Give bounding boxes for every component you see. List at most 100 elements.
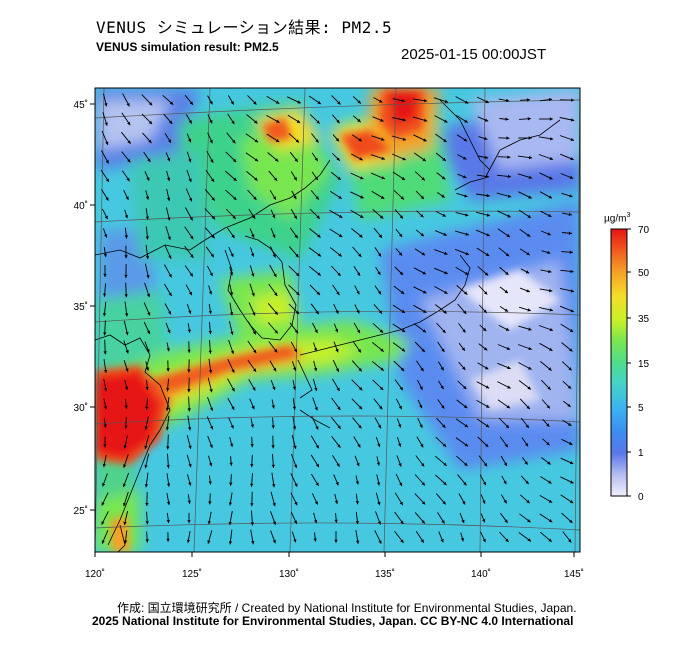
colorbar-tick-1: 1 xyxy=(638,448,644,459)
wind-arrow-head xyxy=(210,178,215,182)
wind-arrow-head xyxy=(419,424,423,428)
wind-arrow-head xyxy=(338,214,343,218)
wind-arrow-head xyxy=(189,217,193,221)
wind-arrow-head xyxy=(294,464,298,468)
wind-arrow-head xyxy=(316,291,320,295)
wind-arrow-head xyxy=(275,100,280,104)
wind-arrow-head xyxy=(271,464,275,468)
wind-arrow-head xyxy=(401,348,405,352)
wind-arrow-head xyxy=(144,426,148,430)
wind-arrow-head xyxy=(465,252,469,256)
wind-arrow-head xyxy=(124,313,129,317)
wind-arrow-head xyxy=(381,176,385,180)
wind-arrow-head xyxy=(187,408,191,412)
wind-arrow-head xyxy=(167,236,171,240)
lon-tick-140: 140˚ xyxy=(471,568,491,580)
wind-arrow-head xyxy=(231,234,235,239)
colorbar-unit: µg/m3 xyxy=(604,212,631,225)
wind-arrow-head xyxy=(101,502,105,506)
wind-arrow-head xyxy=(464,119,468,123)
wind-arrow-head xyxy=(187,349,191,353)
wind-arrow-head xyxy=(528,155,533,160)
wind-arrow-head xyxy=(398,252,403,256)
wind-arrow-head xyxy=(420,443,424,448)
wind-arrow-head xyxy=(232,139,236,144)
wind-arrow-head xyxy=(443,232,447,236)
wind-arrow-head xyxy=(211,197,215,201)
wind-arrow-head xyxy=(464,100,469,104)
wind-arrow-head xyxy=(336,291,340,296)
wind-arrow-head xyxy=(463,138,467,142)
wind-arrow-head xyxy=(186,539,191,543)
wind-arrow-head xyxy=(399,271,404,275)
wind-arrow-head xyxy=(463,482,467,486)
wind-arrow-head xyxy=(525,270,530,274)
wind-arrow-head xyxy=(125,196,129,200)
wind-arrow-head xyxy=(273,367,277,372)
wind-arrow-head xyxy=(570,137,575,141)
wind-arrow-head xyxy=(209,444,213,448)
wind-arrow-head xyxy=(357,100,361,104)
wind-arrow-head xyxy=(103,253,107,258)
wind-arrow-head xyxy=(549,347,553,351)
wind-arrow-head xyxy=(381,137,385,141)
wind-arrow-head xyxy=(569,441,573,445)
wind-arrow-head xyxy=(293,367,297,371)
wind-arrow-head xyxy=(168,311,171,315)
wind-arrow-head xyxy=(272,386,276,390)
wind-arrow-head xyxy=(103,406,108,410)
wind-arrow-head xyxy=(272,196,276,200)
wind-arrow-head xyxy=(421,348,425,352)
wind-arrow-head xyxy=(101,540,105,544)
wind-arrow-head xyxy=(209,272,213,277)
wind-arrow-head xyxy=(507,194,512,198)
wind-arrow-head xyxy=(317,272,321,276)
wind-arrow-head xyxy=(210,253,214,258)
wind-arrow-head xyxy=(357,349,361,353)
wind-arrow-head xyxy=(376,482,381,486)
wind-arrow-head xyxy=(124,235,128,239)
wind-arrow-head xyxy=(254,120,258,124)
wind-arrow-head xyxy=(526,252,530,256)
wind-arrow-head xyxy=(272,502,276,507)
wind-arrow-head xyxy=(274,292,278,296)
wind-arrow-head xyxy=(462,366,466,370)
wind-arrow-head xyxy=(228,541,233,545)
wind-arrow-head xyxy=(546,423,550,427)
wind-arrow-head xyxy=(187,500,191,504)
wind-arrow-head xyxy=(546,442,550,446)
wind-arrow-head xyxy=(528,195,532,199)
wind-arrow-head xyxy=(567,403,571,407)
credit-line-1: 作成: 国立環境研究所 / Created by National Instit… xyxy=(117,601,577,615)
wind-arrow-head xyxy=(337,272,341,276)
wind-arrow-head xyxy=(209,388,213,393)
wind-arrow-head xyxy=(336,387,340,392)
wind-arrow-head xyxy=(103,293,107,297)
wind-arrow-head xyxy=(357,329,360,334)
wind-arrow-head xyxy=(294,483,298,487)
wind-arrow-head xyxy=(569,348,573,352)
wind-arrow-head xyxy=(423,138,427,142)
wind-arrow-head xyxy=(358,253,362,257)
wind-arrow-head xyxy=(315,139,319,143)
wind-arrow-head xyxy=(465,232,469,236)
wind-arrow-head xyxy=(314,407,318,411)
wind-arrow-head xyxy=(355,501,359,505)
wind-arrow-head xyxy=(294,234,298,239)
wind-arrow-head xyxy=(443,138,447,142)
wind-arrow-head xyxy=(441,348,445,352)
wind-arrow-head xyxy=(315,482,319,486)
wind-arrow-head xyxy=(380,118,384,122)
wind-arrow-head xyxy=(548,519,553,523)
wind-arrow-head xyxy=(358,425,362,429)
wind-arrow-head xyxy=(338,253,342,257)
wind-arrow-head xyxy=(506,405,511,409)
wind-arrow-head xyxy=(254,139,259,143)
wind-arrow-head xyxy=(399,501,403,506)
wind-vectors xyxy=(100,93,575,545)
wind-arrow-head xyxy=(104,387,108,392)
wind-arrow-head xyxy=(275,158,279,162)
wind-arrow-head xyxy=(189,198,193,202)
wind-arrow-head xyxy=(528,136,532,140)
